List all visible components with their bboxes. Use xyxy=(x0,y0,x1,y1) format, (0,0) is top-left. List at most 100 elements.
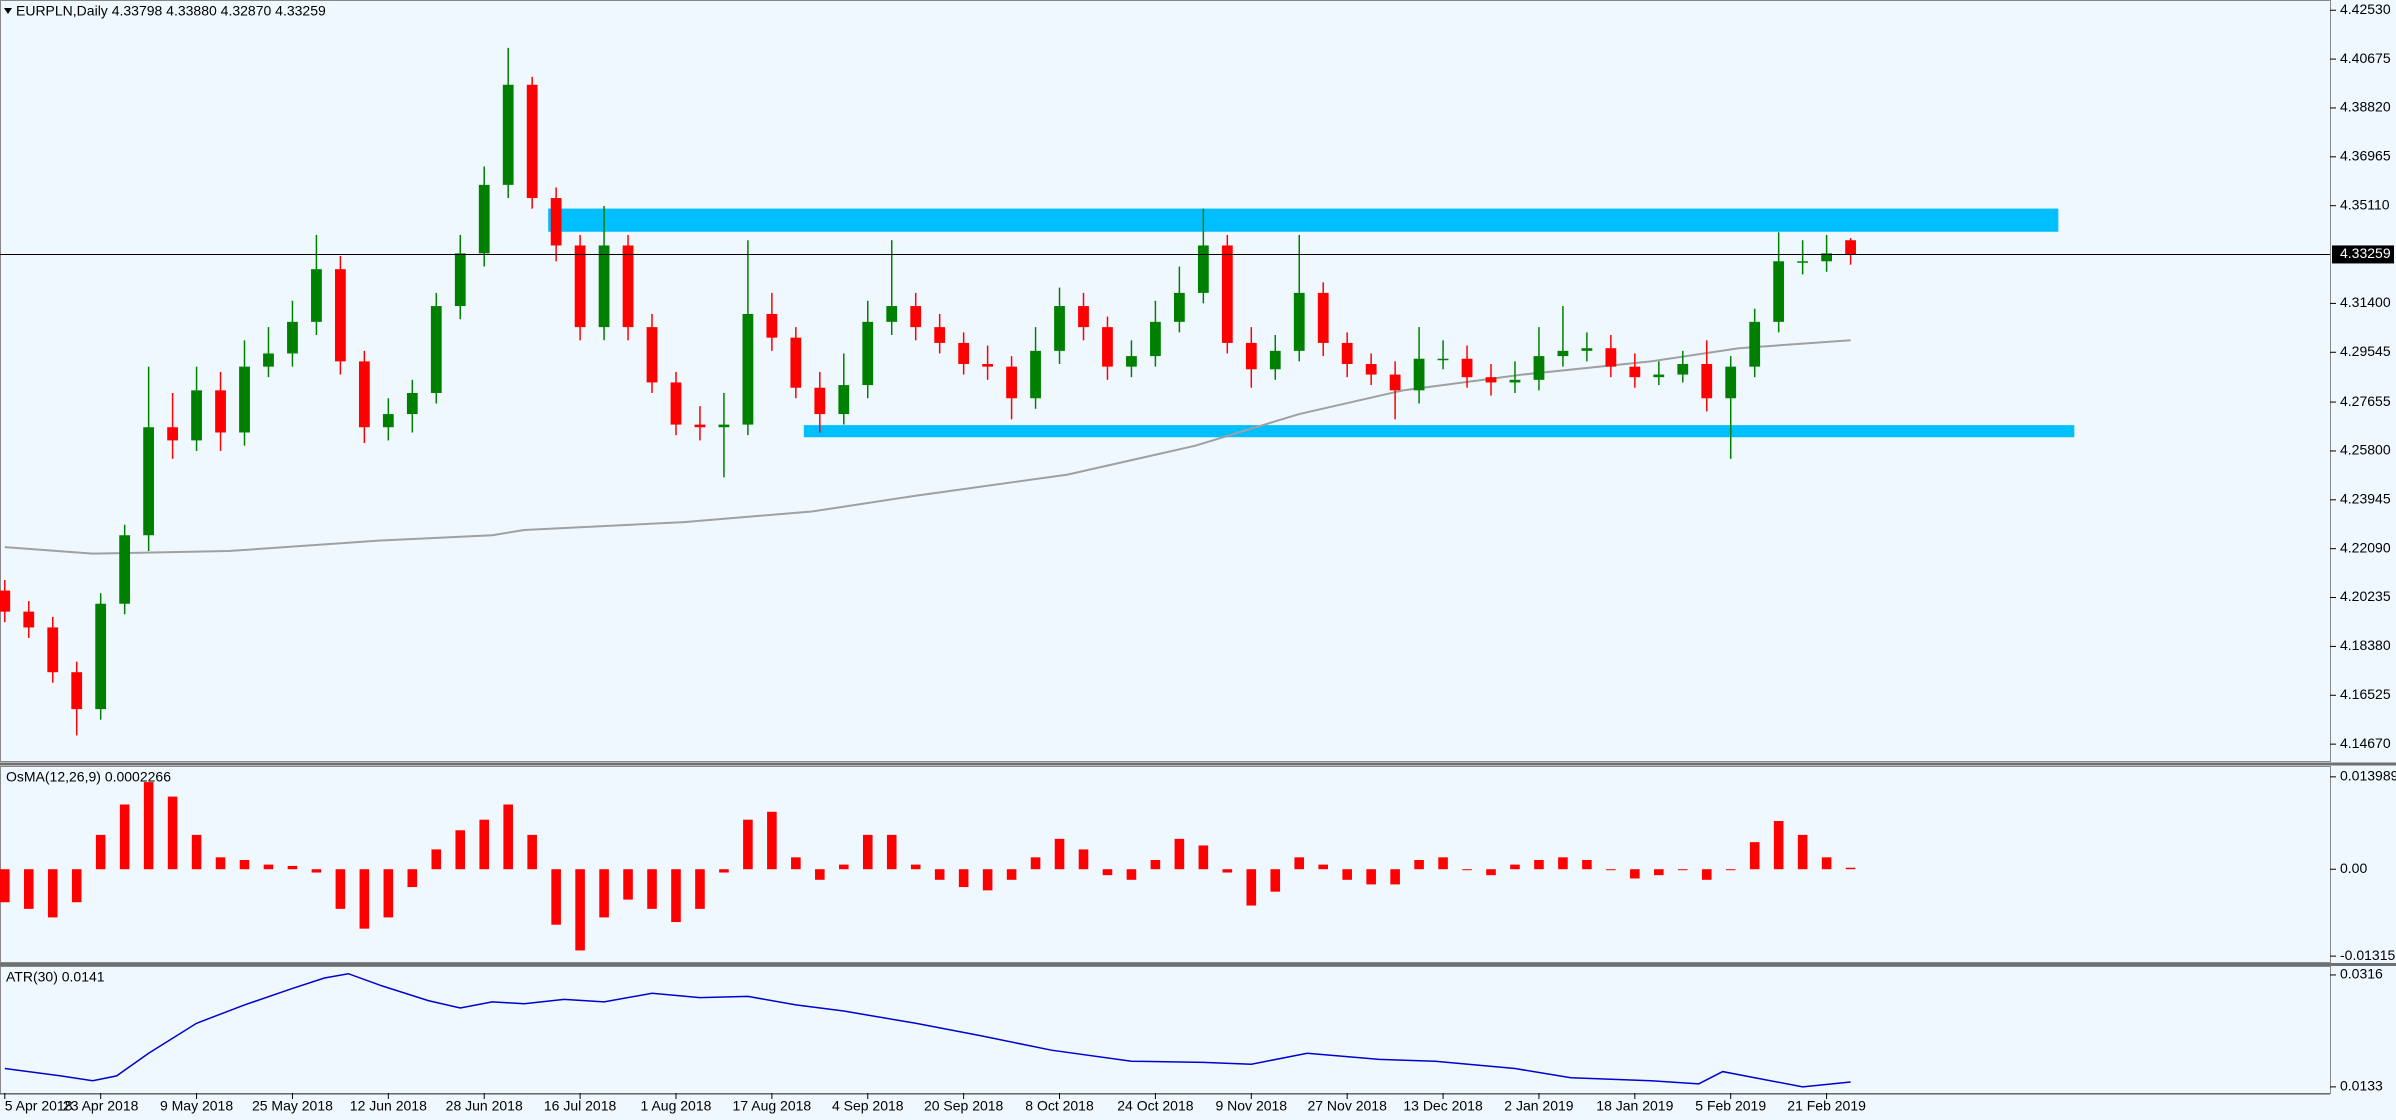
osma-bar xyxy=(575,869,585,951)
osma-bar xyxy=(838,864,849,870)
main-frame xyxy=(0,0,2331,762)
candle-body xyxy=(1269,350,1281,370)
osma-bar xyxy=(1558,857,1568,870)
osma-bar xyxy=(647,869,657,909)
y-tick-label: 4.25800 xyxy=(2340,442,2391,458)
osma-bar xyxy=(1222,869,1233,873)
osma-bar xyxy=(1677,869,1688,871)
osma-bar xyxy=(1773,821,1784,870)
candle-body xyxy=(406,392,418,415)
price-layer xyxy=(0,47,2075,736)
x-tick-label: 5 Feb 2019 xyxy=(1695,1098,1766,1114)
candle-body xyxy=(982,364,994,367)
candle-body xyxy=(1701,364,1713,399)
osma-bar xyxy=(1725,869,1736,871)
candle-body xyxy=(1173,292,1185,322)
candle-body xyxy=(263,353,274,367)
candle-body xyxy=(1437,358,1449,361)
candle-body xyxy=(502,84,514,185)
osma-bar xyxy=(287,865,298,870)
x-tick-label: 1 Aug 2018 xyxy=(641,1098,712,1114)
candle-body xyxy=(1341,342,1353,365)
candle-body xyxy=(478,184,490,254)
osma-bar xyxy=(1150,859,1161,870)
osma-bar xyxy=(1318,864,1329,870)
candle-body xyxy=(646,327,658,383)
candle-body xyxy=(143,427,155,536)
candle-body xyxy=(1413,358,1425,391)
candle-body xyxy=(1629,366,1641,378)
osma-bar xyxy=(1438,857,1448,870)
osma-bar xyxy=(1102,869,1113,876)
osma-bar xyxy=(407,869,418,888)
y-tick-label: 0.00 xyxy=(2340,860,2367,876)
candle-body xyxy=(1725,366,1737,399)
candle-body xyxy=(1797,261,1809,263)
candle-body xyxy=(23,611,35,628)
candle-body xyxy=(790,337,802,388)
osma-bar xyxy=(767,811,777,870)
candle-body xyxy=(95,603,107,710)
candle-body xyxy=(526,84,538,199)
candle-body xyxy=(1126,356,1137,367)
x-tick-label: 9 May 2018 xyxy=(160,1098,233,1114)
y-tick-label: 4.35110 xyxy=(2340,196,2390,212)
osma-bar xyxy=(1054,838,1065,870)
candle-body xyxy=(71,672,83,710)
candle-body xyxy=(311,269,322,322)
osma-bar xyxy=(47,869,58,918)
candle-body xyxy=(1293,292,1305,351)
x-tick-label: 28 Jun 2018 xyxy=(446,1098,523,1114)
osma-bar xyxy=(958,869,969,888)
osma-bar xyxy=(143,782,154,870)
candle-body xyxy=(622,245,634,328)
candle-body xyxy=(1006,366,1017,399)
price-zone xyxy=(803,425,2075,438)
osma-bar xyxy=(215,857,226,870)
osma-bar xyxy=(263,864,274,870)
candle-body xyxy=(47,627,59,673)
y-tick-label: -0.013159 xyxy=(2340,947,2396,963)
candle-body xyxy=(742,313,754,425)
candle-body xyxy=(1245,342,1257,370)
y-tick-label: 4.31400 xyxy=(2340,294,2391,310)
osma-bar xyxy=(383,869,394,918)
indicator-title: ATR(30) 0.0141 xyxy=(6,969,105,985)
y-tick-label: 4.20235 xyxy=(2340,588,2391,604)
y-tick-label: 4.40675 xyxy=(2340,50,2391,66)
x-tick-label: 8 Oct 2018 xyxy=(1025,1098,1094,1114)
candle-body xyxy=(1030,350,1041,399)
candle-body xyxy=(1581,348,1593,351)
candle-body xyxy=(958,342,970,365)
osma-bar xyxy=(1821,857,1832,870)
osma-bar xyxy=(359,869,370,929)
candle-body xyxy=(1150,321,1161,357)
candle-body xyxy=(550,198,562,246)
candle-body xyxy=(358,361,370,428)
candle-body xyxy=(1221,245,1233,343)
candle-body xyxy=(1054,306,1065,351)
candle-body xyxy=(1773,261,1785,322)
menu-triangle[interactable] xyxy=(4,8,12,14)
osma-bar xyxy=(1486,869,1496,876)
osma-bar xyxy=(934,869,945,880)
osma-bar xyxy=(1414,859,1424,870)
y-tick-label: 4.18380 xyxy=(2340,637,2391,653)
osma-bar xyxy=(95,834,106,870)
candle-body xyxy=(0,590,11,612)
candle-body xyxy=(910,306,922,328)
osma-bar xyxy=(551,869,561,925)
x-tick-label: 27 Nov 2018 xyxy=(1307,1098,1387,1114)
candle-body xyxy=(1078,306,1089,328)
candle-body xyxy=(1509,379,1521,383)
y-tick-label: 4.23945 xyxy=(2340,491,2391,507)
candle-body xyxy=(574,245,586,328)
candle-body xyxy=(766,313,778,338)
x-tick-label: 17 Aug 2018 xyxy=(733,1098,812,1114)
osma-bar xyxy=(1749,842,1760,870)
candle-body xyxy=(1677,364,1689,375)
candle-body xyxy=(1461,358,1473,378)
candle-body xyxy=(862,321,874,386)
candle-body xyxy=(598,245,610,328)
osma-bar xyxy=(239,859,250,870)
